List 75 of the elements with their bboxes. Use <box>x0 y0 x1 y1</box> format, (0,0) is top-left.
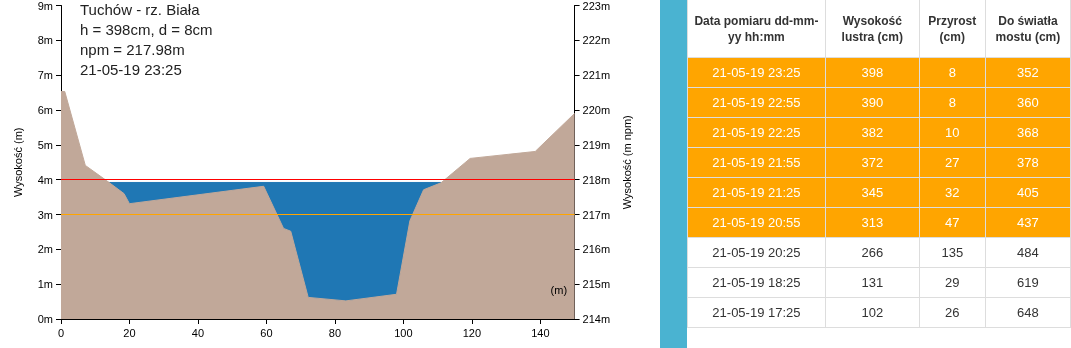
y-tick-label: 0m <box>37 313 53 325</box>
series-label: 21-05-19 20:55 <box>687 207 826 238</box>
y-tick-label: 1m <box>37 278 53 291</box>
y-tick-label: 5m <box>37 138 53 151</box>
y2-tick-label: 215m <box>582 278 611 291</box>
x-tick-label: 120 <box>462 326 482 339</box>
data-label: 29 <box>919 267 986 298</box>
data-label: 32 <box>919 177 986 208</box>
data-label: 360 <box>985 87 1071 118</box>
series-label: 21-05-19 17:25 <box>687 297 826 328</box>
y2-tick-label: 214m <box>582 313 611 325</box>
annotation: h = 398cm, d = 8cm <box>80 21 213 38</box>
data-label: 619 <box>985 267 1071 298</box>
y-tick-label: 9m <box>37 0 53 12</box>
data-label: 27 <box>919 147 986 178</box>
series-label: 21-05-19 22:25 <box>687 117 826 148</box>
y2-tick-label: 216m <box>582 243 611 256</box>
data-label: 378 <box>985 147 1071 178</box>
y-tick-label: 4m <box>37 173 53 186</box>
data-label: 345 <box>825 177 920 208</box>
x-axis-title: (m) <box>550 283 568 296</box>
data-label: 47 <box>919 207 986 238</box>
x-tick-label: 80 <box>328 326 342 339</box>
data-label: 648 <box>985 297 1071 328</box>
data-label: 382 <box>825 117 920 148</box>
data-label: 266 <box>825 237 920 268</box>
y2-tick-label: 222m <box>582 34 611 47</box>
data-label: 405 <box>985 177 1071 208</box>
y2-tick-label: 220m <box>582 104 611 116</box>
x-tick-label: 40 <box>191 326 205 339</box>
annotation: npm = 217.98m <box>80 41 185 58</box>
y2-tick-label: 217m <box>582 208 611 221</box>
x-tick-label: 20 <box>123 326 136 339</box>
series-label: 21-05-19 23:25 <box>687 57 826 88</box>
y2-tick-label: 218m <box>582 173 611 186</box>
data-label: 102 <box>825 297 920 328</box>
data-label: 437 <box>985 207 1071 238</box>
series-label: 21-05-19 21:55 <box>687 147 826 178</box>
y-tick-label: 6m <box>37 104 53 116</box>
x-tick-label: 100 <box>394 326 413 339</box>
annotation: 21-05-19 23:25 <box>80 61 182 78</box>
y-tick-label: 7m <box>37 69 53 82</box>
category-label: Wysokość lustra (cm) <box>825 0 920 58</box>
y2-tick-label: 223m <box>582 0 611 12</box>
y-axis-title: Wysokość (m) <box>11 127 24 198</box>
data-label: 131 <box>825 267 920 298</box>
x-tick-label: 140 <box>531 326 550 339</box>
data-label: 26 <box>919 297 986 328</box>
data-label: 10 <box>919 117 986 148</box>
series-label: 21-05-19 21:25 <box>687 177 826 208</box>
x-tick-label: 0 <box>57 326 65 339</box>
x-tick-label: 60 <box>260 326 273 339</box>
category-label: Przyrost (cm) <box>919 0 986 58</box>
data-label: 352 <box>985 57 1071 88</box>
legend-title: Data pomiaru dd-mm-yy hh:mm <box>687 0 826 58</box>
y-tick-label: 2m <box>37 243 53 256</box>
y2-tick-label: 221m <box>582 69 611 82</box>
data-label: 368 <box>985 117 1071 148</box>
series-label: 21-05-19 18:25 <box>687 267 826 298</box>
category-label: Do światła mostu (cm) <box>985 0 1071 58</box>
y-tick-label: 8m <box>37 34 53 47</box>
series-label: 21-05-19 22:55 <box>687 87 826 118</box>
data-label: 372 <box>825 147 920 178</box>
y-tick-label: 3m <box>37 208 53 221</box>
data-label: 398 <box>825 57 920 88</box>
y2-tick-label: 219m <box>582 138 611 151</box>
data-label: 135 <box>919 237 986 268</box>
chart-title: Tuchów - rz. Biała <box>80 1 201 18</box>
data-label: 8 <box>919 87 986 118</box>
data-label: 484 <box>985 237 1071 268</box>
y2-axis-title: Wysokość (m npm) <box>620 115 633 210</box>
data-label: 8 <box>919 57 986 88</box>
series-label: 21-05-19 20:25 <box>687 237 826 268</box>
data-label: 390 <box>825 87 920 118</box>
data-label: 313 <box>825 207 920 238</box>
